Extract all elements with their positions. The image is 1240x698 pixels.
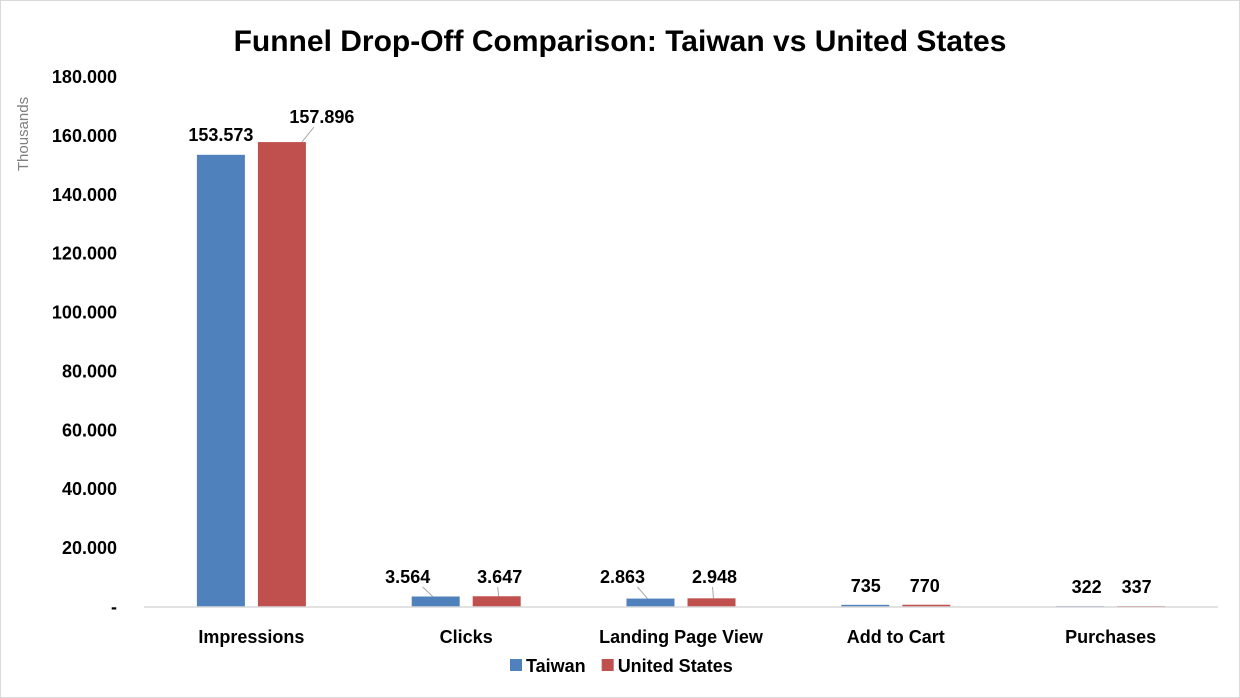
y-tick-label: 180.000	[52, 67, 117, 87]
data-label: 2.948	[692, 567, 737, 587]
legend: Taiwan United States	[510, 656, 733, 676]
bar	[841, 604, 890, 607]
x-tick-label: Impressions	[198, 627, 304, 647]
data-label: 770	[910, 576, 940, 596]
data-label-leader	[301, 126, 315, 143]
data-label: 735	[851, 576, 881, 596]
y-tick-label: 100.000	[52, 303, 117, 323]
y-tick-label: 140.000	[52, 185, 117, 205]
y-axis: - 20.000 40.000 60.000 80.000 100.000 120.000 1…	[52, 67, 117, 617]
y-tick-label: 120.000	[52, 244, 117, 264]
chart-title: Funnel Drop-Off Comparison: Taiwan vs Un…	[234, 25, 1007, 58]
legend-swatch	[510, 659, 522, 671]
data-label: 3.647	[477, 567, 522, 587]
data-label-leader	[637, 586, 648, 599]
legend-label: United States	[618, 656, 733, 676]
data-label: 2.863	[600, 567, 645, 587]
data-label-leader	[497, 586, 500, 597]
y-tick-label: -	[111, 597, 117, 617]
x-axis: Impressions Clicks Landing Page View Add to…	[144, 606, 1218, 647]
x-tick-label: Add to Cart	[847, 627, 945, 647]
bar	[411, 596, 460, 607]
legend-label: Taiwan	[526, 656, 586, 676]
bar	[626, 598, 675, 607]
bar	[257, 142, 306, 608]
y-tick-label: 40.000	[62, 479, 117, 499]
data-label: 153.573	[188, 125, 253, 145]
y-tick-label: 160.000	[52, 126, 117, 146]
x-tick-label: Landing Page View	[599, 627, 764, 647]
data-label-leader	[712, 586, 714, 599]
y-tick-label: 20.000	[62, 538, 117, 558]
axis-unit-label: Thousands	[15, 97, 32, 171]
bars: 153.573 3.564 2.863 735 322 157.896 3.647 2.948…	[188, 107, 1166, 608]
data-label: 337	[1122, 577, 1152, 597]
data-label: 157.896	[289, 107, 354, 127]
y-tick-label: 60.000	[62, 420, 117, 440]
bar	[687, 598, 736, 607]
bar	[472, 596, 521, 607]
data-label-leader	[422, 586, 434, 597]
y-tick-label: 80.000	[62, 361, 117, 381]
bar	[196, 154, 245, 607]
bar	[902, 604, 951, 607]
x-tick-label: Purchases	[1065, 627, 1156, 647]
data-label: 322	[1072, 577, 1102, 597]
data-label: 3.564	[385, 567, 430, 587]
legend-swatch	[601, 659, 614, 671]
x-tick-label: Clicks	[440, 627, 493, 647]
